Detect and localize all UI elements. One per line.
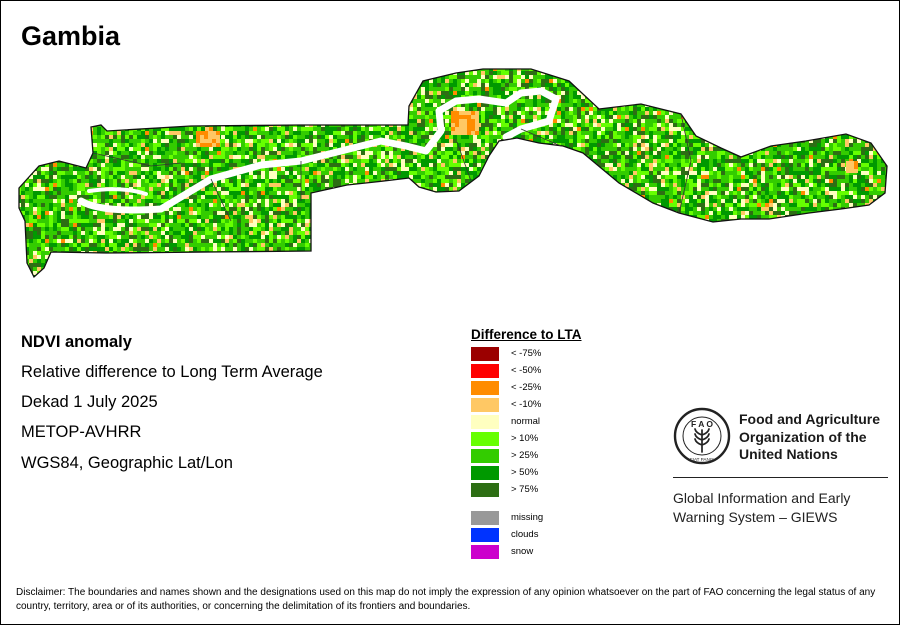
legend-label: > 25%	[511, 450, 539, 461]
legend-label: < -50%	[511, 365, 542, 376]
organization-name-line: Food and Agriculture	[739, 411, 881, 427]
ndvi-pixel-layer	[19, 69, 887, 277]
legend-swatch	[471, 364, 499, 378]
disclaimer: Disclaimer: The boundaries and names sho…	[16, 587, 876, 612]
organization-name: Food and Agriculture Organization of the…	[739, 411, 899, 464]
legend-swatch	[471, 449, 499, 463]
map-title: Gambia	[21, 21, 121, 51]
system-name-line: Warning System – GIEWS	[673, 509, 838, 525]
legend-swatch	[471, 545, 499, 559]
legend-label: clouds	[511, 529, 539, 540]
legend-swatch	[471, 511, 499, 525]
legend-label: snow	[511, 546, 534, 557]
legend-label: < -10%	[511, 399, 542, 410]
info-date: Dekad 1 July 2025	[21, 393, 158, 411]
divider	[673, 477, 888, 478]
info-sensor: METOP-AVHRR	[21, 423, 142, 441]
organization-name-line: Organization of the	[739, 428, 867, 445]
legend-swatch	[471, 466, 499, 480]
legend-swatch	[471, 483, 499, 497]
legend-swatch	[471, 528, 499, 542]
legend-label: > 50%	[511, 467, 539, 478]
legend-swatch	[471, 381, 499, 395]
legend-swatch	[471, 432, 499, 446]
legend-swatch	[471, 398, 499, 412]
legend-label: > 75%	[511, 484, 539, 495]
legend-label: > 10%	[511, 433, 539, 444]
info-title: NDVI anomaly	[21, 333, 132, 351]
organization-name-line: United Nations	[739, 446, 838, 462]
legend-swatch	[471, 347, 499, 361]
ndvi-anomaly-map	[18, 68, 888, 278]
river-tributary	[87, 187, 148, 196]
legend-label: missing	[511, 512, 544, 523]
legend-label: < -75%	[511, 348, 542, 359]
legend-label: normal	[511, 416, 541, 427]
legend-swatch	[471, 415, 499, 429]
legend-label: < -25%	[511, 382, 542, 393]
system-name: Global Information and Early Warning Sys…	[673, 489, 893, 527]
legend-title: Difference to LTA	[471, 327, 582, 342]
info-subtitle: Relative difference to Long Term Average	[21, 363, 323, 381]
fao-logo-icon: F A O FIAT PANIS	[673, 407, 731, 465]
system-name-line: Global Information and Early	[673, 490, 851, 506]
info-projection: WGS84, Geographic Lat/Lon	[21, 454, 233, 472]
admin-boundary	[92, 113, 692, 222]
